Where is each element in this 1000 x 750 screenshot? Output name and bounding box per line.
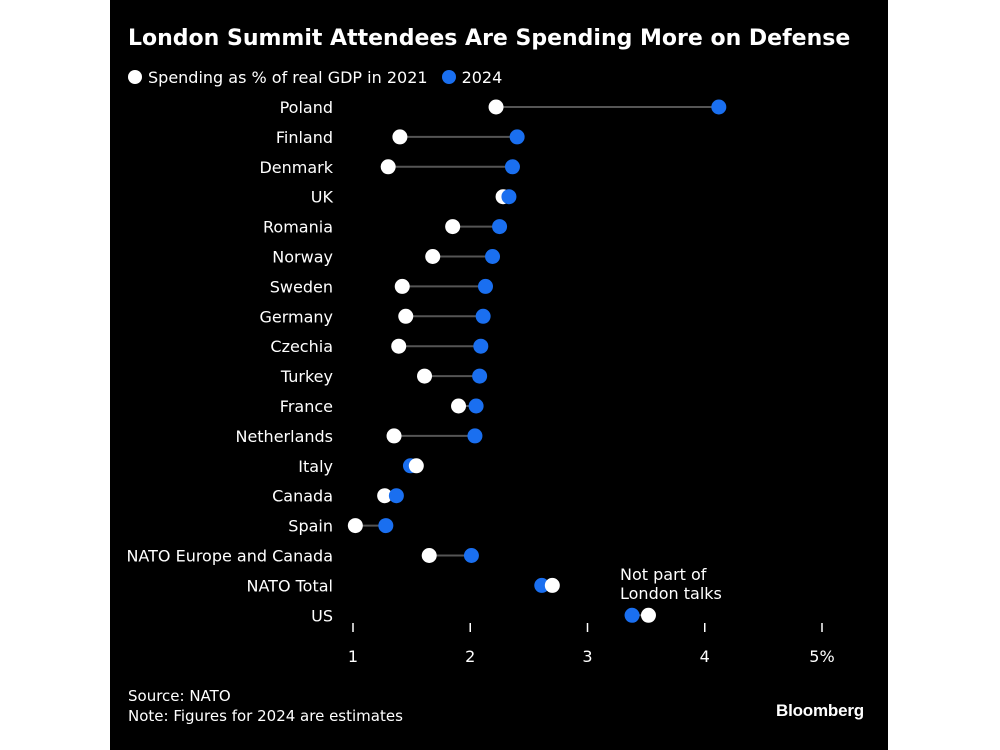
row-uk: UK (311, 188, 517, 207)
legend-label-2021: Spending as % of real GDP in 2021 (148, 67, 428, 87)
bloomberg-logo: Bloomberg (776, 701, 864, 720)
legend-marker-2021 (128, 70, 142, 84)
category-label: Sweden (270, 277, 333, 296)
point-2024 (509, 129, 525, 145)
footer: Source: NATO Note: Figures for 2024 are … (128, 686, 403, 726)
point-2021 (386, 428, 402, 444)
row-germany: Germany (259, 307, 491, 326)
x-tick-label: 3 (582, 647, 592, 666)
legend: Spending as % of real GDP in 2021 2024 (128, 66, 516, 88)
point-2021 (544, 577, 560, 593)
category-label: NATO Europe and Canada (126, 547, 333, 566)
chart-panel (110, 0, 888, 750)
point-2021 (425, 249, 441, 264)
row-norway: Norway (272, 248, 501, 267)
category-label: UK (311, 188, 334, 207)
estimate-note: Note: Figures for 2024 are estimates (128, 707, 403, 725)
annotation-line-2: London talks (620, 584, 722, 603)
row-nato-total: NATO Total (247, 576, 560, 595)
annotation-line-1: Not part of (620, 565, 707, 584)
row-netherlands: Netherlands (235, 427, 483, 446)
category-label: Canada (272, 487, 333, 506)
point-2021 (417, 368, 433, 384)
point-2024 (388, 488, 404, 504)
category-label: Italy (298, 457, 333, 476)
row-poland: Poland (280, 98, 727, 117)
category-label: Denmark (259, 158, 333, 177)
point-2024 (534, 577, 550, 593)
row-turkey: Turkey (280, 367, 488, 386)
category-label: France (280, 397, 333, 416)
legend-item-2021: Spending as % of real GDP in 2021 (128, 68, 428, 87)
point-2024 (475, 308, 491, 324)
source-note: Source: NATO (128, 687, 231, 705)
row-sweden: Sweden (270, 277, 493, 296)
point-2024 (473, 338, 489, 354)
x-tick-label: 4 (700, 647, 710, 666)
category-label: Finland (276, 128, 333, 147)
category-label: Turkey (280, 367, 333, 386)
row-romania: Romania (263, 218, 508, 237)
point-2024 (492, 219, 508, 235)
point-2021 (394, 278, 410, 294)
point-2021 (640, 607, 656, 623)
category-label: Norway (272, 248, 333, 267)
point-2024 (711, 99, 727, 115)
category-label: Romania (263, 218, 333, 237)
row-nato-europe-and-canada: NATO Europe and Canada (126, 547, 479, 566)
point-2021 (391, 338, 407, 354)
point-2024 (477, 278, 493, 294)
x-tick-label: 5% (809, 647, 834, 666)
point-2024 (472, 368, 488, 384)
category-label: US (311, 606, 333, 625)
point-2024 (501, 189, 517, 205)
point-2024 (485, 249, 501, 264)
legend-item-2024: 2024 (441, 67, 503, 87)
point-2024 (624, 607, 640, 623)
point-2021 (421, 548, 437, 563)
x-tick-label: 2 (465, 647, 475, 666)
category-label: Poland (280, 98, 333, 117)
point-2021 (398, 308, 414, 324)
row-italy: Italy (298, 457, 424, 476)
chart-title: London Summit Attendees Are Spending Mor… (128, 26, 851, 51)
category-label: Czechia (270, 337, 333, 356)
point-2021 (408, 458, 424, 474)
point-2021 (392, 129, 408, 145)
row-spain: Spain (288, 517, 394, 536)
point-2021 (488, 99, 504, 115)
point-2021 (347, 518, 363, 534)
row-czechia: Czechia (270, 337, 489, 356)
category-label: Spain (288, 517, 333, 536)
row-denmark: Denmark (259, 158, 520, 177)
row-us: US (311, 606, 656, 625)
point-2021 (380, 159, 396, 175)
category-label: Netherlands (235, 427, 333, 446)
point-2024 (468, 398, 484, 414)
point-2021 (451, 398, 467, 414)
legend-marker-2024 (441, 70, 456, 84)
row-france: France (280, 397, 484, 416)
category-label: NATO Total (247, 576, 334, 595)
category-label: Germany (259, 307, 333, 326)
row-finland: Finland (276, 128, 525, 147)
legend-label-2024: 2024 (461, 67, 503, 87)
row-canada: Canada (272, 487, 404, 506)
point-2021 (445, 219, 461, 235)
point-2024 (378, 518, 394, 534)
point-2021 (377, 488, 393, 504)
point-2024 (504, 159, 520, 175)
x-tick-label: 1 (348, 647, 358, 666)
point-2024 (467, 428, 483, 444)
point-2024 (463, 548, 479, 563)
